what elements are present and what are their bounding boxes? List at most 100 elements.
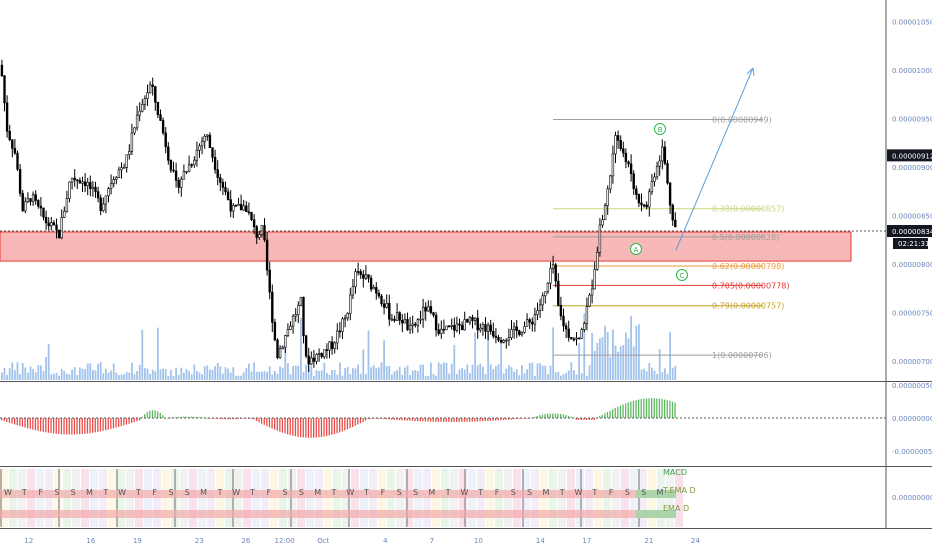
weekday-label: W	[232, 488, 240, 497]
candle-body	[154, 86, 157, 103]
candle-body	[229, 199, 232, 212]
volume-bar	[84, 369, 86, 380]
candle-body	[450, 325, 453, 327]
macd-bar	[214, 418, 216, 419]
macd-bar	[302, 418, 304, 438]
candle-body	[551, 264, 555, 269]
macd-bar	[183, 416, 185, 418]
price-tick-label: 0.00001000	[892, 67, 932, 75]
candle-body	[635, 188, 638, 195]
macd-bar	[466, 418, 468, 422]
candle-body	[180, 178, 183, 188]
volume-bar	[198, 372, 201, 380]
macd-bar	[635, 400, 637, 418]
volume-bar	[604, 325, 606, 380]
volume-bar	[19, 373, 21, 380]
candle-body	[317, 353, 321, 355]
candle-body	[499, 339, 503, 343]
volume-bar	[469, 373, 471, 380]
macd-panel[interactable]	[0, 383, 886, 465]
tema-band	[0, 490, 676, 498]
volume-bar	[47, 343, 50, 380]
volume-bar	[71, 369, 73, 380]
macd-bar	[185, 416, 187, 418]
macd-bar	[11, 418, 13, 424]
ema-band-bull	[636, 510, 676, 518]
macd-bar	[328, 418, 330, 436]
time-tick-label: 16	[86, 537, 95, 545]
candle-body	[245, 205, 248, 213]
candle-body	[484, 324, 487, 332]
volume-bar	[396, 370, 398, 380]
fib-level-label: 0.705(0.00000778)	[712, 281, 790, 290]
candle-body	[291, 315, 295, 327]
candle-body	[268, 269, 271, 293]
volume-bar	[643, 368, 645, 380]
volume-bar	[63, 371, 66, 380]
volume-bar	[422, 364, 424, 380]
macd-bar	[235, 418, 237, 420]
macd-bar	[625, 403, 627, 418]
volume-bar	[128, 372, 131, 380]
candle-body	[632, 173, 635, 190]
candle-body	[125, 154, 128, 168]
macd-bar	[157, 411, 159, 418]
macd-bar	[258, 418, 260, 423]
candle-body	[237, 203, 240, 206]
indicator-stripe	[675, 469, 683, 527]
candle-body	[226, 191, 230, 200]
drawings[interactable]: B A C	[0, 67, 886, 281]
weekday-label: T	[331, 488, 337, 497]
candle-body	[96, 191, 100, 199]
macd-bar	[131, 418, 133, 423]
current-price-tag	[887, 149, 932, 162]
macd-bar	[227, 418, 229, 420]
volume-bar	[279, 366, 281, 380]
volume-bar	[638, 324, 640, 380]
time-tick-label: 21	[644, 537, 653, 545]
macd-bar	[237, 418, 239, 420]
volume-bar	[588, 365, 591, 380]
candle-body	[590, 288, 594, 296]
weekday-label: W	[346, 488, 354, 497]
weekday-label: S	[54, 488, 59, 497]
volume-bar	[606, 331, 609, 380]
macd-bar	[362, 418, 364, 422]
macd-bar	[346, 418, 349, 430]
weekday-label: M	[542, 488, 549, 497]
candle-body	[562, 315, 565, 327]
price-panel[interactable]	[0, 0, 886, 380]
volume-bar	[92, 369, 94, 380]
candle-body	[421, 306, 425, 320]
fibonacci-retracement[interactable]: 0(0.00000949) 0.38(0.00000857) 0.5(0.00000…	[553, 115, 790, 360]
candle-body	[658, 160, 661, 167]
candle-body	[81, 181, 84, 184]
candle-body	[518, 330, 521, 335]
macd-bar	[71, 418, 73, 435]
volume-bar	[29, 366, 32, 380]
volume-bar	[463, 369, 466, 380]
candle-body	[128, 151, 131, 156]
volume-bar	[359, 373, 362, 380]
candle-body	[219, 177, 222, 183]
candle-body	[549, 268, 552, 284]
volume-bar	[307, 364, 310, 380]
macd-bar	[409, 418, 411, 421]
volume-bar	[115, 372, 118, 380]
volume-bar	[222, 373, 224, 380]
volume-bar	[489, 364, 492, 380]
volume-bar	[289, 374, 292, 380]
macd-bar	[133, 418, 135, 423]
macd-bar	[617, 406, 619, 418]
volume-bar	[461, 367, 463, 380]
volume-bar	[6, 374, 8, 380]
wave-label: C	[680, 272, 685, 280]
volume-bar	[149, 374, 151, 380]
volume-bar	[193, 364, 196, 380]
candle-body	[34, 194, 37, 201]
volume-bar	[263, 371, 266, 380]
candle-body	[351, 286, 355, 296]
volume-bar	[219, 366, 222, 380]
volume-bars	[1, 313, 677, 380]
